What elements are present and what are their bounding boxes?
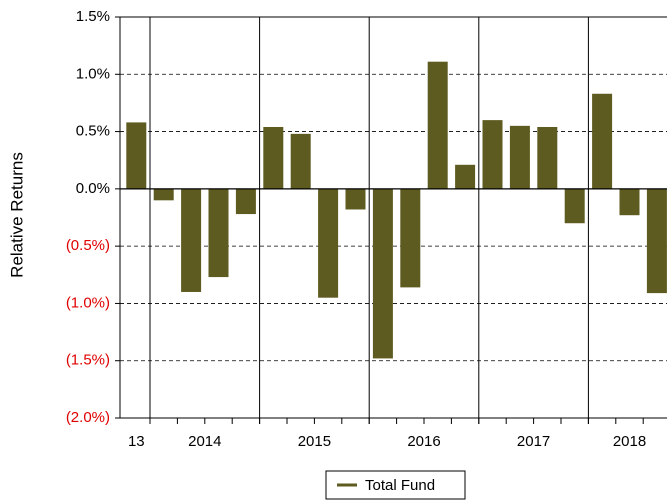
bar [153,188,174,201]
bar [290,133,311,189]
bar [509,125,530,189]
bar [455,164,476,189]
bar [318,188,339,298]
bar [592,93,613,189]
bar [537,126,558,189]
bar [345,188,366,210]
x-group-label: 2015 [298,433,331,450]
bar [181,188,202,292]
y-axis-title: Relative Returns [7,152,26,278]
bar [263,126,284,189]
legend-label: Total Fund [365,477,435,494]
bar [482,120,503,189]
bar [564,188,585,224]
bar [235,188,256,215]
y-tick-label: 0.5% [76,123,110,140]
legend-box [325,470,466,500]
y-tick-label: 1.5% [76,8,110,25]
y-tick-label: 0.0% [76,180,110,197]
x-group-label: 2016 [407,433,440,450]
x-group-label: 2018 [613,433,646,450]
x-group-label: 2017 [517,433,550,450]
x-group-label: 13 [128,433,145,450]
bar [619,188,640,216]
bar [427,61,448,189]
y-tick-label: (1.5%) [66,352,110,369]
bar [372,188,393,359]
y-tick-label: (1.0%) [66,294,110,311]
y-tick-label: 1.0% [76,65,110,82]
bar [126,122,147,189]
y-tick-label: (0.5%) [66,237,110,254]
bar [646,188,667,294]
bar [208,188,229,278]
x-group-label: 2014 [188,433,221,450]
y-tick-label: (2.0%) [66,409,110,426]
bar [400,188,421,288]
